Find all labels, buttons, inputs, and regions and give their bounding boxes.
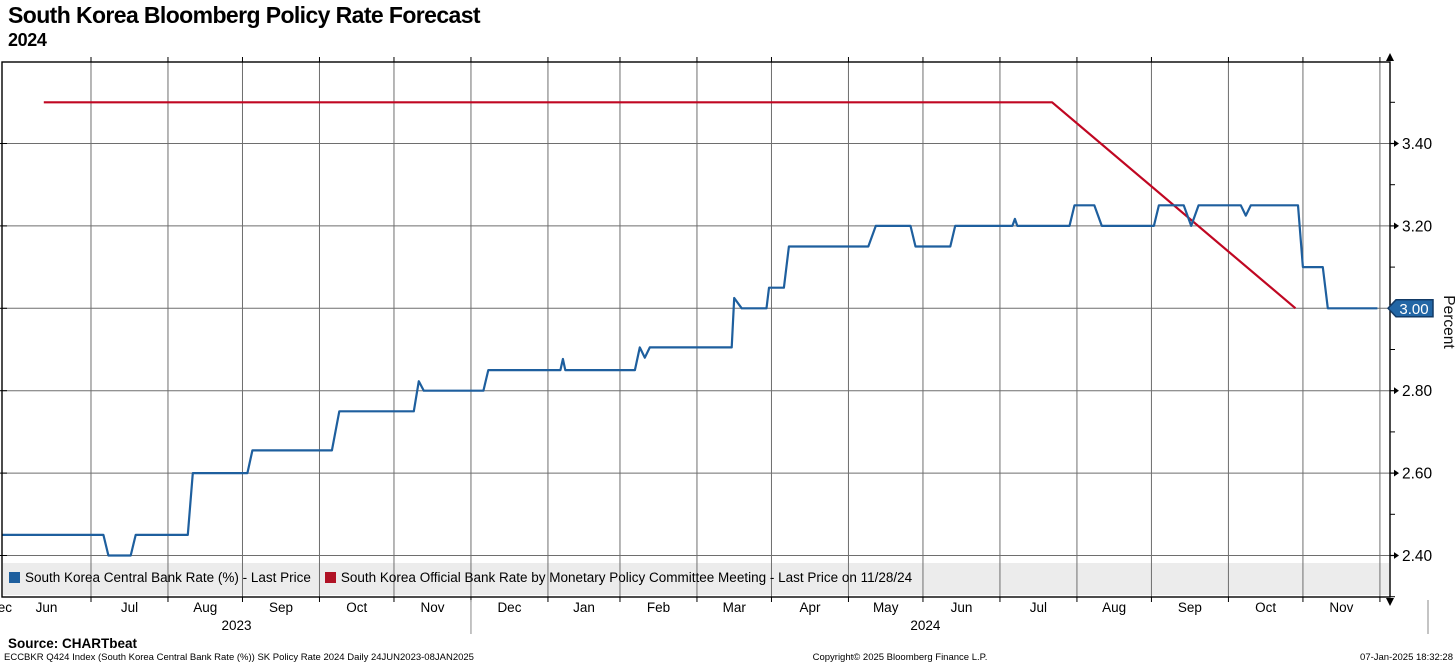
- svg-text:Sep: Sep: [269, 600, 293, 615]
- timestamp: 07-Jan-2025 18:32:28: [1360, 652, 1453, 663]
- plot-border: [1, 61, 1391, 598]
- chart-title: South Korea Bloomberg Policy Rate Foreca…: [8, 2, 481, 28]
- svg-text:Mar: Mar: [723, 600, 747, 615]
- svg-text:3.40: 3.40: [1402, 136, 1433, 153]
- legend-item-official-bank-rate[interactable]: South Korea Official Bank Rate by Moneta…: [324, 570, 913, 585]
- svg-text:Oct: Oct: [346, 600, 367, 615]
- svg-text:Jul: Jul: [1030, 600, 1047, 615]
- svg-text:2023: 2023: [221, 618, 251, 633]
- svg-text:Jul: Jul: [121, 600, 138, 615]
- svg-text:Jan: Jan: [573, 600, 595, 615]
- y-axis-label: Percent: [1440, 295, 1456, 349]
- y-axis-right: 2.40 2.60 2.80 3.00 3.20 3.40: [1386, 53, 1433, 606]
- svg-text:Nov: Nov: [420, 600, 444, 615]
- svg-text:2024: 2024: [910, 618, 941, 633]
- svg-text:Sep: Sep: [1178, 600, 1202, 615]
- chart-legend: South Korea Central Bank Rate (%) - Last…: [9, 570, 912, 585]
- gridlines: [0, 57, 1390, 602]
- last-value-badge: [1386, 299, 1434, 318]
- svg-text:May: May: [873, 600, 899, 615]
- svg-text:Aug: Aug: [1102, 600, 1126, 615]
- svg-text:2.40: 2.40: [1402, 548, 1433, 565]
- svg-text:Feb: Feb: [647, 600, 670, 615]
- svg-text:Jun: Jun: [951, 600, 973, 615]
- copyright-note: Copyright© 2025 Bloomberg Finance L.P.: [812, 652, 988, 663]
- svg-text:Aug: Aug: [193, 600, 217, 615]
- ticker-info: ECCBKR Q424 Index (South Korea Central B…: [4, 652, 474, 663]
- x-axis-labels: Jun Jul Aug Sep Oct Nov Dec Jan Feb Mar Apr May Jun J…: [0, 600, 1429, 634]
- svg-text:Oct: Oct: [1255, 600, 1276, 615]
- legend-swatch-red-icon: [324, 572, 336, 583]
- svg-text:2.80: 2.80: [1402, 383, 1433, 400]
- svg-text:Nov: Nov: [1329, 600, 1353, 615]
- chart-subtitle: 2024: [8, 30, 47, 50]
- svg-text:2.60: 2.60: [1402, 466, 1433, 483]
- legend-band: [3, 563, 1389, 595]
- source-note: Source: CHARTbeat: [8, 636, 138, 651]
- last-value-badge-text: 3.00: [1399, 301, 1428, 318]
- series-central-bank-rate-line: [2, 204, 1378, 557]
- svg-text:Jun: Jun: [36, 600, 58, 615]
- legend-label: South Korea Official Bank Rate by Moneta…: [340, 570, 913, 585]
- svg-text:Dec: Dec: [497, 600, 521, 615]
- svg-text:Dec: Dec: [0, 600, 12, 615]
- legend-label: South Korea Central Bank Rate (%) - Last…: [25, 570, 311, 585]
- legend-item-central-bank-rate[interactable]: South Korea Central Bank Rate (%) - Last…: [9, 570, 311, 585]
- series-official-bank-rate-line: [43, 101, 1297, 310]
- legend-swatch-blue-icon: [9, 572, 20, 583]
- svg-text:Apr: Apr: [799, 600, 821, 615]
- svg-text:3.20: 3.20: [1402, 218, 1433, 235]
